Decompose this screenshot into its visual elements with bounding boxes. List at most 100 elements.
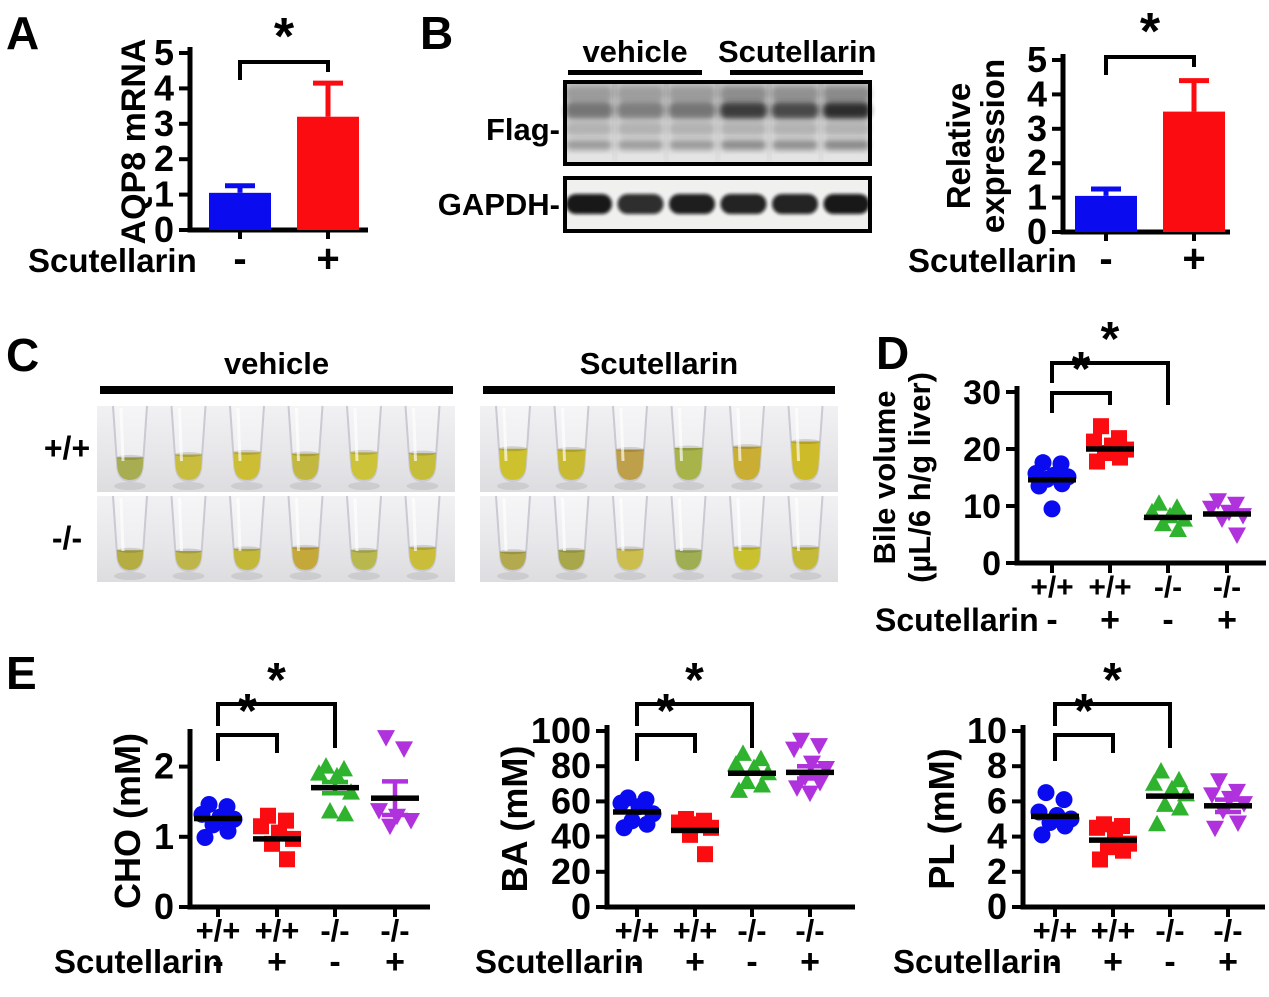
- tube-highlight: [619, 407, 625, 462]
- tube-shadow: [497, 482, 529, 490]
- mean-line: [1146, 793, 1194, 799]
- tube-highlight: [678, 497, 683, 552]
- data-point: [1115, 842, 1131, 859]
- mean-line: [613, 809, 661, 815]
- y-tick-label: 5: [154, 32, 174, 73]
- flag-band: [565, 102, 613, 119]
- bile-liquid: [292, 547, 319, 570]
- x-treatment-value: +: [1218, 943, 1238, 981]
- band-smear: [719, 86, 768, 102]
- band-smear: [566, 122, 612, 136]
- data-point: [1177, 784, 1195, 802]
- data-point: [1112, 449, 1128, 466]
- gapdh-band: [669, 194, 715, 214]
- liquid-surface: [350, 449, 378, 455]
- panel-b-label: B: [420, 7, 454, 59]
- liquid-surface: [616, 546, 644, 552]
- x-genotype-label: +/+: [1033, 913, 1078, 948]
- tube-highlight: [678, 407, 683, 462]
- bile-liquid: [233, 548, 261, 570]
- mean-line: [671, 827, 719, 834]
- data-point: [752, 749, 770, 767]
- photo-background: [97, 406, 455, 492]
- x-genotype-label: -/-: [737, 913, 766, 948]
- liquid-surface: [558, 547, 585, 553]
- gapdh-band: [566, 194, 612, 214]
- tube-shadow: [614, 482, 646, 490]
- x-genotype-label: +/+: [1091, 913, 1136, 948]
- bile-liquid: [615, 449, 645, 480]
- y-tick-label: 2: [154, 746, 174, 787]
- x-axis-title: Scutellarin: [893, 943, 1062, 980]
- x-treatment-value: +: [1217, 601, 1237, 639]
- tube-highlight: [353, 407, 359, 462]
- y-tick-label: 40: [551, 816, 591, 857]
- y-tick-label: 1: [154, 174, 174, 215]
- significance-star: *: [267, 654, 286, 707]
- mean-line: [371, 795, 419, 801]
- bar: [1163, 111, 1225, 232]
- data-point: [612, 794, 630, 812]
- liquid-surface: [498, 446, 528, 452]
- tube-highlight: [178, 497, 183, 552]
- tube-shadow: [289, 482, 322, 490]
- liquid-surface: [233, 449, 261, 455]
- bile-liquid: [792, 547, 819, 570]
- bile-liquid: [733, 547, 761, 570]
- liquid-surface: [174, 452, 203, 458]
- data-point: [1228, 527, 1246, 544]
- gapdh-band: [823, 194, 870, 214]
- liquid-surface: [733, 544, 761, 550]
- flag-lower-band: [669, 140, 715, 150]
- data-point: [388, 808, 406, 826]
- x-axis-title: Scutellarin: [28, 242, 197, 279]
- photo-background: [97, 496, 455, 582]
- data-point: [381, 818, 399, 836]
- bile-liquid: [409, 547, 436, 570]
- x-treatment-value: +: [685, 943, 705, 981]
- significance-star: *: [1103, 654, 1122, 707]
- data-point: [727, 754, 745, 772]
- x-genotype-label: +/+: [255, 913, 300, 948]
- data-point: [1043, 500, 1061, 518]
- bile-liquid: [498, 448, 528, 480]
- bile-liquid: [732, 446, 762, 480]
- data-point: [785, 741, 803, 759]
- x-category-label: -: [233, 237, 246, 281]
- data-point: [638, 815, 656, 833]
- mean-line: [1204, 803, 1252, 809]
- tube-highlight: [236, 497, 242, 552]
- x-category-label: +: [316, 237, 339, 281]
- y-tick-label: 0: [571, 886, 591, 927]
- data-point: [1089, 453, 1105, 470]
- significance-bracket: [1104, 55, 1196, 75]
- data-point: [1107, 821, 1123, 838]
- data-point: [615, 819, 633, 837]
- tube-highlight: [619, 497, 625, 552]
- flag-lower-band: [566, 140, 612, 150]
- x-genotype-label: +/+: [1088, 571, 1131, 604]
- band-smear: [617, 122, 664, 136]
- band-smear: [772, 122, 818, 136]
- tube-shadow: [348, 572, 380, 580]
- data-point: [1171, 798, 1189, 816]
- band-smear: [771, 86, 819, 102]
- y-tick-label: 0: [1027, 211, 1047, 252]
- tube-highlight: [502, 497, 508, 552]
- data-point: [810, 738, 828, 755]
- x-treatment-value: -: [1162, 601, 1173, 639]
- x-genotype-label: +/+: [673, 913, 718, 948]
- bile-tubes-photo-vehicle-wildtype: [97, 405, 455, 492]
- data-point: [1168, 498, 1186, 515]
- y-tick-label: 3: [1027, 108, 1047, 149]
- tube-highlight: [295, 497, 300, 552]
- y-tick-label: 1: [154, 816, 174, 857]
- data-point: [671, 814, 687, 831]
- y-tick-label: 6: [987, 780, 1007, 821]
- data-point: [788, 780, 806, 797]
- tube-shadow: [789, 572, 822, 580]
- significance-bracket: [238, 60, 330, 80]
- x-axis-title: Scutellarin: [475, 943, 644, 980]
- liquid-surface: [233, 546, 261, 552]
